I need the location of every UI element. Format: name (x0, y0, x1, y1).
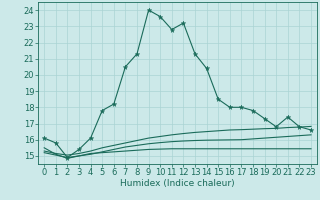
X-axis label: Humidex (Indice chaleur): Humidex (Indice chaleur) (120, 179, 235, 188)
